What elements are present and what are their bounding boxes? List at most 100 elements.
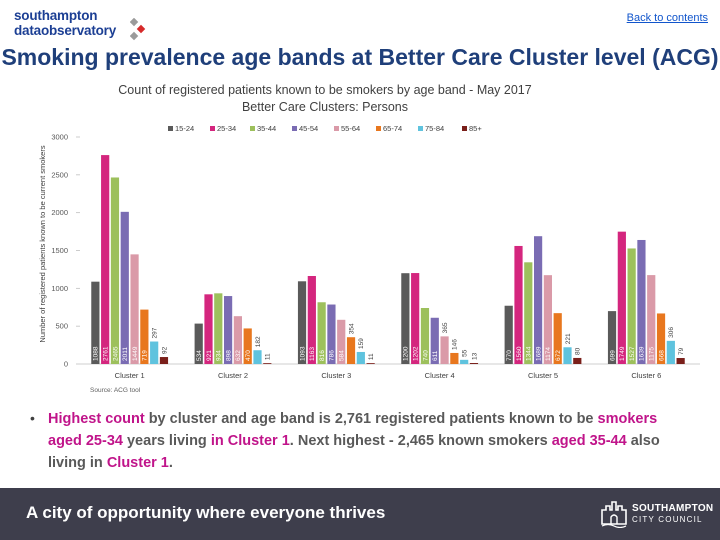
bar-value-label: 2465 bbox=[112, 346, 119, 361]
bar-value-label: 934 bbox=[216, 350, 223, 361]
bar bbox=[401, 273, 410, 364]
bar bbox=[420, 308, 430, 364]
summary-highlight-9: Cluster 1 bbox=[106, 455, 169, 471]
bar bbox=[469, 363, 479, 364]
bar-value-label: 306 bbox=[668, 327, 675, 338]
bar-value-label: 92 bbox=[161, 346, 168, 354]
bar-value-label: 1639 bbox=[639, 346, 646, 361]
bar bbox=[204, 294, 213, 364]
y-tick-label: 1500 bbox=[51, 246, 68, 255]
summary-part-2: by cluster and age band is 2,761 registe… bbox=[144, 411, 598, 427]
city-crest-icon bbox=[601, 501, 627, 528]
summary-highlight-5: in Cluster 1 bbox=[210, 433, 290, 449]
logo-text-dataobservatory: dataobservatory bbox=[14, 23, 117, 38]
chart-title-line2: Better Care Clusters: Persons bbox=[241, 100, 409, 114]
summary-part-10: . bbox=[168, 455, 173, 471]
bar bbox=[524, 262, 533, 364]
y-tick-label: 2000 bbox=[51, 208, 68, 217]
chart-title-line1: Count of registered patients known to be… bbox=[118, 83, 532, 97]
bar-value-label: 365 bbox=[442, 322, 449, 333]
chart-title: Count of registered patients known to be… bbox=[60, 82, 590, 116]
bar-value-label: 1449 bbox=[132, 346, 139, 361]
bar bbox=[120, 211, 129, 364]
summary-part-6: . Next highest - 2,465 known smokers bbox=[289, 433, 552, 449]
data-observatory-logo: southampton dataobservatory bbox=[14, 8, 146, 42]
summary-highlight-3: smokers aged 25-34 bbox=[48, 411, 658, 449]
bar bbox=[307, 275, 316, 364]
bar bbox=[617, 231, 626, 364]
bar bbox=[317, 302, 326, 364]
legend-swatch bbox=[376, 126, 381, 131]
bar bbox=[460, 359, 469, 364]
bar bbox=[676, 358, 685, 364]
bar-value-label: 297 bbox=[151, 327, 158, 338]
bar-value-label: 740 bbox=[422, 350, 429, 361]
bar-value-label: 921 bbox=[206, 350, 213, 361]
bar-value-label: 770 bbox=[506, 350, 513, 361]
bar bbox=[297, 281, 307, 364]
legend-label: 35-44 bbox=[257, 124, 276, 133]
bar-value-label: 611 bbox=[432, 350, 439, 361]
bar-value-label: 534 bbox=[196, 350, 203, 361]
bar-value-label: 221 bbox=[565, 333, 572, 344]
summary-part-8: also living in bbox=[48, 433, 660, 471]
legend-label: 45-54 bbox=[299, 124, 318, 133]
legend-label: 25-34 bbox=[217, 124, 236, 133]
bar bbox=[430, 317, 439, 364]
bar-value-label: 786 bbox=[329, 350, 336, 361]
bar bbox=[563, 347, 572, 364]
legend-label: 85+ bbox=[469, 124, 482, 133]
summary-highlight-7: aged 35-44 bbox=[551, 433, 627, 449]
bar bbox=[159, 357, 169, 364]
legend-swatch bbox=[418, 126, 423, 131]
summary-text: Highest count by cluster and age band is… bbox=[48, 408, 688, 474]
chart-source: Source: ACG tool bbox=[90, 387, 141, 394]
bar bbox=[327, 304, 336, 364]
bar-value-label: 11 bbox=[368, 353, 375, 360]
bar bbox=[110, 177, 120, 364]
council-name: SOUTHAMPTON bbox=[632, 503, 714, 514]
y-axis-title: Number of registered patients known to b… bbox=[38, 145, 47, 342]
bar bbox=[573, 357, 582, 364]
bar-value-label: 470 bbox=[245, 350, 252, 361]
bar-value-label: 898 bbox=[225, 350, 232, 361]
bar-value-label: 354 bbox=[348, 323, 355, 334]
bar-value-label: 719 bbox=[142, 350, 149, 361]
bar bbox=[666, 340, 675, 364]
bar bbox=[130, 254, 139, 364]
bar bbox=[253, 350, 262, 364]
bar-value-label: 584 bbox=[339, 350, 346, 361]
bar-value-label: 146 bbox=[452, 339, 459, 350]
bar bbox=[366, 363, 375, 364]
legend-swatch bbox=[250, 126, 255, 131]
x-category-label: Cluster 3 bbox=[321, 371, 351, 380]
bar bbox=[101, 155, 110, 364]
bar bbox=[534, 236, 543, 364]
bar-value-label: 1202 bbox=[412, 346, 419, 361]
bar bbox=[224, 296, 233, 364]
footer-banner: A city of opportunity where everyone thr… bbox=[0, 488, 720, 540]
bar-value-label: 1088 bbox=[93, 346, 100, 361]
bar-value-label: 699 bbox=[609, 350, 616, 361]
bar bbox=[233, 316, 242, 364]
bar bbox=[337, 319, 346, 364]
footer-tagline: A city of opportunity where everyone thr… bbox=[26, 503, 386, 522]
bar bbox=[411, 273, 420, 364]
legend-swatch bbox=[168, 126, 173, 131]
council-subtitle: CITY COUNCIL bbox=[632, 515, 703, 524]
bar-value-label: 13 bbox=[471, 352, 478, 360]
y-tick-label: 500 bbox=[55, 322, 68, 331]
bar bbox=[543, 275, 552, 364]
bar-value-label: 816 bbox=[319, 350, 326, 361]
y-tick-label: 2500 bbox=[51, 170, 68, 179]
bar-value-label: 11 bbox=[265, 353, 272, 360]
bar bbox=[504, 305, 513, 364]
bar-value-label: 672 bbox=[555, 350, 562, 361]
x-category-label: Cluster 1 bbox=[115, 371, 145, 380]
bar-value-label: 668 bbox=[658, 350, 665, 361]
y-tick-label: 3000 bbox=[51, 133, 68, 142]
x-category-label: Cluster 4 bbox=[425, 371, 455, 380]
back-to-contents-link[interactable]: Back to contents bbox=[626, 12, 708, 24]
legend-label: 65-74 bbox=[383, 124, 402, 133]
bar bbox=[656, 313, 666, 364]
